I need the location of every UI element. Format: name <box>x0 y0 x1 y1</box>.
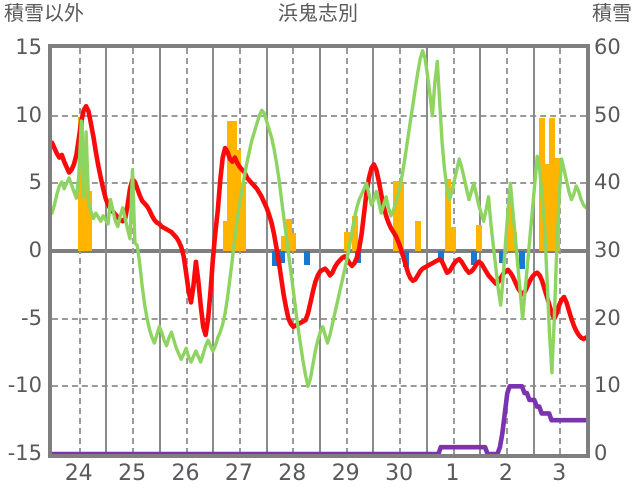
precipitation-bar <box>393 180 400 251</box>
gridline-x-halfday-8 <box>505 48 508 454</box>
precipitation-bar <box>548 118 555 251</box>
y-axis-tick-label: -15 <box>7 441 42 465</box>
right-axis-title: 積雪 <box>592 1 632 25</box>
x-axis-tick-label: 3 <box>552 461 567 486</box>
snowfall-bar <box>470 251 477 265</box>
snowfall-bar <box>437 251 444 262</box>
y2-axis-tick-label: 30 <box>594 238 621 262</box>
gridline-x-halfday-9 <box>559 48 562 454</box>
snow-depth-line <box>52 384 586 454</box>
gridline-x-day-28 <box>265 48 268 454</box>
x-axis-tick-label: 2 <box>498 461 513 486</box>
y-axis-tick-label: 10 <box>15 102 42 127</box>
snowfall-bar <box>272 251 279 266</box>
precipitation-bar <box>289 233 296 251</box>
x-axis-tick-label: 25 <box>118 461 147 486</box>
precipitation-bar <box>445 179 452 251</box>
precipitation-bar <box>85 191 92 251</box>
y-axis-tick-label: 5 <box>28 170 42 195</box>
x-axis-tick-label: 26 <box>171 461 200 486</box>
snowfall-bar <box>519 251 526 269</box>
precipitation-bar <box>506 200 513 251</box>
x-axis-tick-label: 24 <box>64 461 93 486</box>
x-axis-tick-label: 29 <box>331 461 360 486</box>
snowfall-bar <box>279 251 286 264</box>
precipitation-bar <box>239 183 246 251</box>
precipitation-bar <box>476 225 483 251</box>
gridline-x-halfday-7 <box>452 48 455 454</box>
gridline-x-halfday-0 <box>78 48 81 454</box>
gridline-x-day-2 <box>479 48 482 454</box>
left-axis-title: 積雪以外 <box>4 1 84 25</box>
x-axis-tick-label: 30 <box>385 461 414 486</box>
precipitation-bar <box>397 183 404 251</box>
precipitation-bar <box>344 232 351 251</box>
snowfall-bar <box>304 251 311 265</box>
gridline-x-day-25 <box>105 48 108 454</box>
precipitation-bar <box>82 169 89 251</box>
y2-axis-tick-label: 20 <box>594 305 621 330</box>
gridline-x-halfday-4 <box>292 48 295 454</box>
gridline-x-day-30 <box>372 48 375 454</box>
gridline-x-day-26 <box>158 48 161 454</box>
precipitation-bar <box>78 117 85 251</box>
gridline-x-halfday-5 <box>345 48 348 454</box>
wind-speed-line <box>52 49 586 388</box>
gridline-x-day-29 <box>319 48 321 454</box>
precipitation-bar <box>351 215 358 251</box>
y-axis-tick-label: -10 <box>7 373 42 398</box>
plot-area <box>48 44 590 458</box>
gridline-x-halfday-3 <box>238 48 241 454</box>
gridline-x-halfday-1 <box>132 48 135 454</box>
precipitation-bar <box>544 164 551 251</box>
y2-axis-tick-label: 0 <box>594 441 608 465</box>
precipitation-bar <box>231 121 238 251</box>
y-axis-tick-label: 15 <box>15 35 42 59</box>
y-axis-tick-label: 0 <box>28 238 42 262</box>
precipitation-bar <box>222 221 229 251</box>
precipitation-bar <box>285 218 292 251</box>
gridline-x-day-1 <box>425 48 428 454</box>
chart-title: 浜鬼志別 <box>278 1 358 25</box>
y2-axis-tick-label: 60 <box>594 35 621 59</box>
precipitation-bar <box>553 157 560 251</box>
series-layer <box>52 49 586 454</box>
gridline-x-halfday-2 <box>185 48 188 454</box>
precipitation-bar <box>281 236 288 251</box>
x-axis-tick-label: 1 <box>445 461 460 486</box>
precipitation-bar <box>449 226 456 251</box>
precipitation-bar <box>226 121 233 251</box>
precipitation-bar <box>415 221 422 251</box>
x-axis-tick-label: 28 <box>278 461 307 486</box>
y2-axis-tick-label: 40 <box>594 170 621 195</box>
plot-inner <box>52 48 586 454</box>
snowfall-bar <box>499 251 506 264</box>
precipitation-bar <box>235 149 242 251</box>
gridline-x-day-3 <box>532 48 535 454</box>
x-axis-tick-label: 27 <box>224 461 253 486</box>
y2-axis-tick-label: 50 <box>594 102 621 127</box>
y2-axis-tick-label: 10 <box>594 373 621 398</box>
y-axis-tick-label: -5 <box>21 305 42 330</box>
